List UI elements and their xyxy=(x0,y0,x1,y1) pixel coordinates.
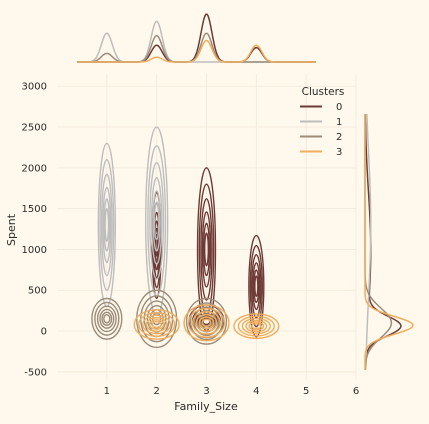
contour-line xyxy=(99,158,115,291)
legend-title: Clusters xyxy=(302,86,345,98)
contour-line xyxy=(187,307,226,338)
contour-line xyxy=(253,269,260,304)
contour-line xyxy=(150,177,163,265)
contour-line xyxy=(100,173,113,277)
contour-line xyxy=(198,316,215,330)
marginal-y-curve-1 xyxy=(365,113,372,371)
contour-line xyxy=(145,317,168,332)
contour-line xyxy=(99,308,115,329)
contour-line xyxy=(200,198,213,301)
y-tick-label: 2500 xyxy=(22,123,47,134)
contour-line xyxy=(191,311,222,335)
legend-label-0: 0 xyxy=(336,102,342,113)
contour-line xyxy=(195,313,218,332)
y-tick-label: 0 xyxy=(41,327,47,338)
series-contours-3 xyxy=(133,304,280,342)
contour-line xyxy=(249,244,264,328)
contour-line xyxy=(245,319,268,333)
contour-line xyxy=(91,297,123,340)
contour-line xyxy=(204,232,209,267)
contour-line xyxy=(152,190,161,252)
legend-label-1: 1 xyxy=(336,117,342,128)
contour-line xyxy=(193,306,220,337)
axis-ticks: 1 2 3 4 5 6 -500 0 500 1000 1500 2000 2500 3000 xyxy=(22,82,360,397)
contour-line xyxy=(202,222,211,277)
contour-line xyxy=(102,186,112,264)
y-tick-label: 3000 xyxy=(22,82,47,93)
contour-line xyxy=(233,313,280,340)
x-tick-label: 5 xyxy=(303,386,309,397)
right-marginal-y xyxy=(364,113,414,371)
x-tick-label: 4 xyxy=(253,386,259,397)
x-tick-label: 6 xyxy=(353,386,359,397)
contour-line xyxy=(133,309,180,340)
contour-line xyxy=(241,317,271,335)
y-tick-label: 500 xyxy=(28,286,47,297)
x-tick-label: 3 xyxy=(203,386,209,397)
contour-line xyxy=(103,314,111,324)
y-axis-label: Spent xyxy=(5,213,18,246)
top-marginal-x xyxy=(77,13,316,63)
contour-line xyxy=(250,254,262,319)
contour-line xyxy=(101,311,113,327)
contour-line xyxy=(248,234,265,338)
contour-line xyxy=(151,320,162,329)
y-tick-label: -500 xyxy=(24,367,47,378)
legend: Clusters 0 1 2 3 xyxy=(300,86,344,158)
contour-line xyxy=(103,198,111,252)
x-tick-label: 2 xyxy=(153,386,159,397)
legend-label-3: 3 xyxy=(336,147,342,158)
contour-line xyxy=(142,314,172,335)
y-tick-label: 1500 xyxy=(22,204,47,215)
contour-line xyxy=(189,302,224,341)
marginal-y-curve-3 xyxy=(364,114,414,370)
contour-line xyxy=(254,275,259,297)
contour-line xyxy=(251,322,262,330)
contour-line xyxy=(148,319,165,330)
x-tick-label: 1 xyxy=(104,386,110,397)
x-axis-label: Family_Size xyxy=(174,400,238,413)
contour-line xyxy=(237,315,275,337)
contour-line xyxy=(96,305,117,333)
contour-line xyxy=(252,262,261,311)
y-tick-label: 2000 xyxy=(22,163,47,174)
contour-line xyxy=(138,312,176,337)
contour-line xyxy=(104,207,110,242)
contour-line xyxy=(155,234,159,257)
contour-line xyxy=(201,211,212,288)
y-tick-label: 1000 xyxy=(22,245,47,256)
contour-line xyxy=(248,321,265,331)
contour-line xyxy=(153,201,160,241)
contour-line xyxy=(201,318,212,328)
contour-line xyxy=(185,297,228,345)
contour-line xyxy=(149,161,165,280)
marginal-x-curve-0 xyxy=(77,13,316,63)
kde-contours xyxy=(91,126,280,349)
marginal-x-curve-3 xyxy=(77,39,316,63)
contour-line xyxy=(183,304,230,342)
contour-line xyxy=(94,301,120,336)
legend-label-2: 2 xyxy=(336,132,342,143)
